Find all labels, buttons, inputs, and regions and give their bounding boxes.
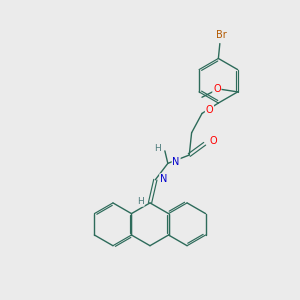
Text: H: H bbox=[154, 144, 161, 153]
Text: N: N bbox=[172, 157, 180, 167]
Text: O: O bbox=[206, 106, 213, 116]
Text: O: O bbox=[209, 136, 217, 146]
Text: N: N bbox=[160, 174, 167, 184]
Text: H: H bbox=[137, 197, 144, 206]
Text: Br: Br bbox=[216, 30, 227, 40]
Text: O: O bbox=[213, 84, 221, 94]
